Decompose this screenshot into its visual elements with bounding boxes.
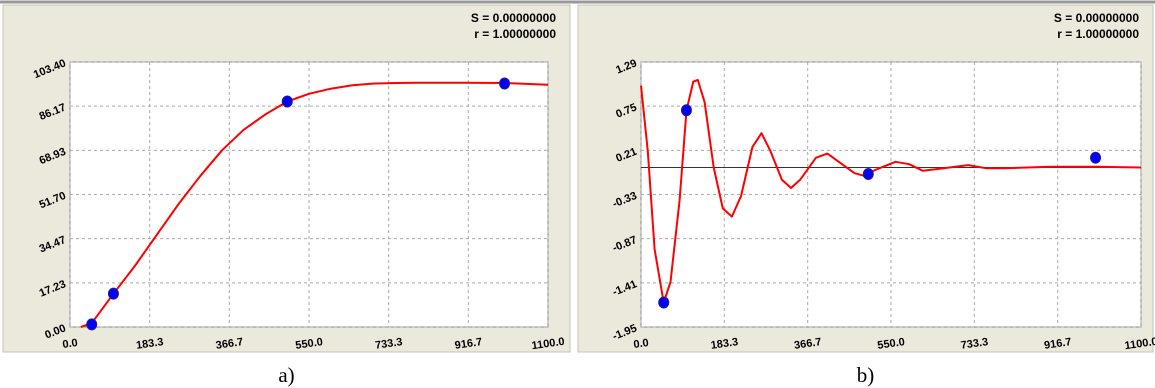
stat-label: S = 0.00000000 (1054, 11, 1139, 25)
caption: b) (857, 363, 875, 387)
data-point (86, 318, 98, 331)
data-point (862, 168, 874, 181)
data-point (1090, 151, 1102, 164)
x-tick-label: 1100.0 (531, 336, 565, 352)
data-point (658, 296, 670, 309)
x-tick-label: 916.7 (454, 336, 483, 352)
x-tick-label: 1100.0 (1124, 336, 1155, 352)
x-tick-label: 366.7 (215, 336, 244, 352)
x-tick-label: 0.0 (62, 337, 79, 351)
data-point (281, 95, 293, 108)
x-tick-label: 733.3 (374, 336, 403, 352)
data-point (107, 287, 119, 300)
curve (80, 81, 549, 328)
x-tick-label: 550.0 (877, 336, 906, 352)
stat-label: r = 1.00000000 (1057, 27, 1139, 41)
data-point (680, 104, 692, 117)
x-tick-label: 733.3 (960, 336, 989, 352)
stat-label: r = 1.00000000 (474, 27, 556, 41)
stat-label: S = 0.00000000 (471, 11, 556, 25)
x-tick-label: 183.3 (710, 336, 739, 352)
x-tick-label: 916.7 (1043, 336, 1072, 352)
x-tick-label: 183.3 (135, 336, 164, 352)
caption: a) (278, 363, 294, 387)
data-point (499, 77, 511, 90)
x-tick-label: 0.0 (633, 337, 650, 351)
x-tick-label: 366.7 (793, 336, 822, 352)
x-tick-label: 550.0 (295, 336, 324, 352)
curve (640, 79, 1142, 304)
